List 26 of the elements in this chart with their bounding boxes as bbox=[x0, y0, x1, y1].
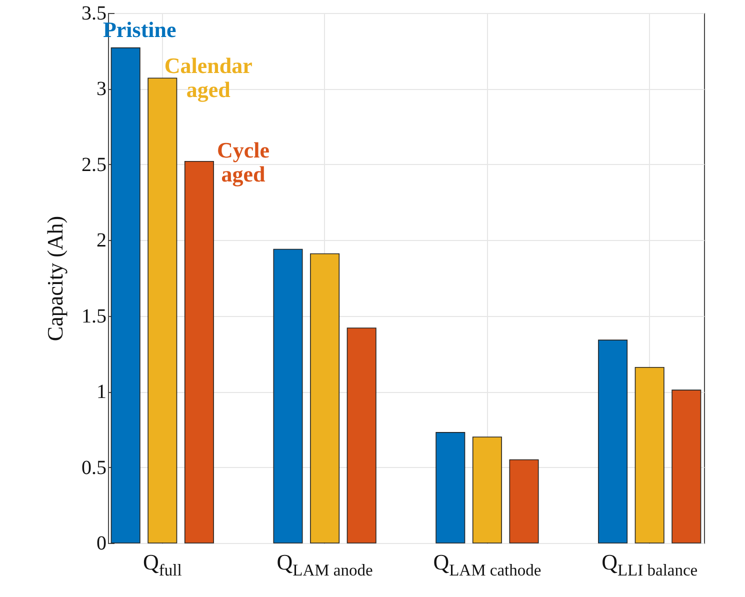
y-tick-label: 3 bbox=[96, 78, 106, 100]
x-tick-label: Q$_{full}$ bbox=[142, 550, 182, 580]
y-tick-label: 2 bbox=[96, 230, 106, 252]
bar bbox=[509, 459, 539, 544]
bar bbox=[310, 253, 340, 544]
bar bbox=[436, 432, 466, 544]
x-tick-label: Q$_{LLI balance}$ bbox=[602, 550, 698, 580]
bar bbox=[110, 47, 140, 544]
series-label: Calendar aged bbox=[164, 53, 253, 102]
bar bbox=[184, 161, 214, 544]
bar bbox=[598, 340, 628, 544]
y-tick-label: 1 bbox=[96, 381, 106, 404]
bar bbox=[634, 366, 664, 544]
bar bbox=[273, 248, 303, 544]
series-label: Cycle aged bbox=[216, 137, 270, 186]
x-tick-label: Q$_{LAM anode}$ bbox=[276, 550, 373, 580]
bar bbox=[672, 390, 702, 544]
x-tick-label: Q$_{LAM cathode}$ bbox=[433, 550, 542, 580]
y-axis-title: Capacity (Ah) bbox=[42, 216, 68, 342]
bar bbox=[472, 436, 502, 544]
y-tick-label: 1.5 bbox=[82, 305, 106, 328]
bar bbox=[346, 328, 376, 544]
y-tick-label: 0 bbox=[96, 532, 106, 554]
y-tick-label: 2.5 bbox=[82, 154, 106, 176]
y-tick-label: 0.5 bbox=[82, 456, 106, 479]
bar bbox=[148, 78, 178, 544]
